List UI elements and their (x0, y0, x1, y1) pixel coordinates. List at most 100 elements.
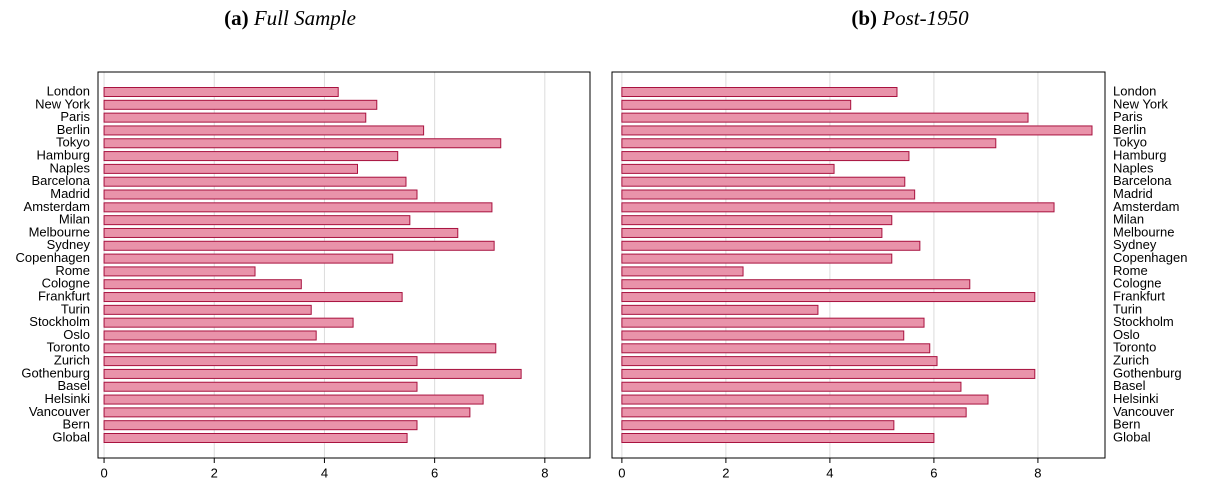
y-tick-label: Melbourne (29, 224, 90, 239)
y-tick-label: Tokyo (56, 135, 90, 150)
bar (621, 138, 997, 149)
x-tick-label: 8 (1034, 465, 1041, 480)
x-tick-label: 8 (541, 465, 548, 480)
x-tick-label: 0 (618, 465, 625, 480)
bar (621, 87, 898, 97)
bar (103, 240, 495, 251)
y-tick-label: Milan (1113, 212, 1144, 227)
bar (103, 87, 339, 97)
bar (621, 215, 893, 226)
x-tick-label: 2 (211, 465, 218, 480)
bar (103, 189, 418, 200)
bar (621, 176, 906, 187)
bar (621, 253, 893, 264)
y-tick-label: Barcelona (1113, 173, 1172, 188)
bar (621, 381, 962, 392)
y-tick-label: Hamburg (1113, 148, 1166, 163)
bar (103, 151, 399, 162)
y-tick-label: Bern (1113, 417, 1140, 432)
bar (621, 125, 1093, 136)
bar (103, 407, 471, 418)
bar (103, 381, 418, 392)
bar (103, 112, 367, 123)
bar (103, 202, 493, 213)
y-tick-label: Vancouver (29, 404, 91, 419)
bar (103, 279, 302, 290)
y-tick-label: Melbourne (1113, 224, 1174, 239)
bar (621, 112, 1029, 123)
plot-frame (97, 71, 591, 459)
bar (621, 420, 895, 431)
y-tick-label: New York (1113, 96, 1168, 111)
y-tick-label: Madrid (50, 186, 90, 201)
bar (103, 330, 317, 341)
y-tick-label: Amsterdam (24, 199, 90, 214)
y-tick-label: Oslo (1113, 327, 1140, 342)
x-tick-label: 6 (431, 465, 438, 480)
bar (621, 189, 916, 200)
y-tick-label: Rome (1113, 263, 1148, 278)
y-tick-label: Copenhagen (1113, 250, 1187, 265)
y-tick-label: Frankfurt (1113, 288, 1165, 303)
bar (621, 304, 819, 315)
bar (103, 394, 484, 405)
y-tick-label: Turin (61, 301, 90, 316)
y-tick-label: Sydney (1113, 237, 1157, 252)
bar (621, 330, 905, 341)
y-tick-label: Madrid (1113, 186, 1153, 201)
y-tick-label: Hamburg (37, 148, 90, 163)
bar (103, 292, 403, 303)
x-tick-label: 6 (930, 465, 937, 480)
panel-title-text: Post-1950 (881, 6, 969, 30)
y-tick-label: Naples (1113, 160, 1154, 175)
y-tick-label: Frankfurt (38, 288, 90, 303)
y-tick-label: Toronto (47, 340, 90, 355)
x-tick-label: 4 (321, 465, 328, 480)
y-tick-label: Paris (60, 109, 90, 124)
x-tick-label: 0 (100, 465, 107, 480)
y-tick-label: Milan (59, 212, 90, 227)
x-tick-label: 2 (722, 465, 729, 480)
plot-frame (611, 71, 1106, 459)
y-tick-label: New York (35, 96, 90, 111)
y-tick-label: Vancouver (1113, 404, 1175, 419)
bar (621, 163, 835, 174)
y-tick-label: Helsinki (44, 391, 90, 406)
y-tick-label: Berlin (57, 122, 90, 137)
y-tick-label: Sydney (47, 237, 91, 252)
bar (103, 304, 312, 315)
y-tick-label: Bern (63, 417, 90, 432)
bar (621, 317, 925, 328)
y-tick-label: Cologne (42, 276, 90, 291)
bar (103, 125, 425, 136)
panel-title-text: Full Sample (253, 6, 356, 30)
y-tick-label: Toronto (1113, 340, 1156, 355)
bar (103, 215, 411, 226)
bar (621, 151, 910, 162)
panel-label: (b) (851, 6, 877, 30)
bar (103, 99, 378, 110)
bar (621, 240, 921, 251)
bar (621, 279, 971, 290)
y-tick-label: Rome (55, 263, 90, 278)
y-tick-label: Naples (50, 160, 91, 175)
bar (103, 138, 502, 149)
y-tick-label: Global (1113, 429, 1151, 444)
bar (103, 227, 459, 238)
bar (621, 394, 989, 405)
bar (621, 99, 852, 110)
y-tick-label: Stockholm (1113, 314, 1174, 329)
y-tick-label: Global (52, 429, 90, 444)
panel-label: (a) (224, 6, 249, 30)
y-tick-label: Berlin (1113, 122, 1146, 137)
bar (621, 356, 938, 367)
bar (621, 266, 744, 277)
bar (103, 163, 358, 174)
y-tick-label: Turin (1113, 301, 1142, 316)
y-tick-label: Amsterdam (1113, 199, 1179, 214)
bar (103, 253, 394, 264)
y-tick-label: Oslo (63, 327, 90, 342)
y-tick-label: Copenhagen (16, 250, 90, 265)
y-tick-label: Basel (1113, 378, 1146, 393)
